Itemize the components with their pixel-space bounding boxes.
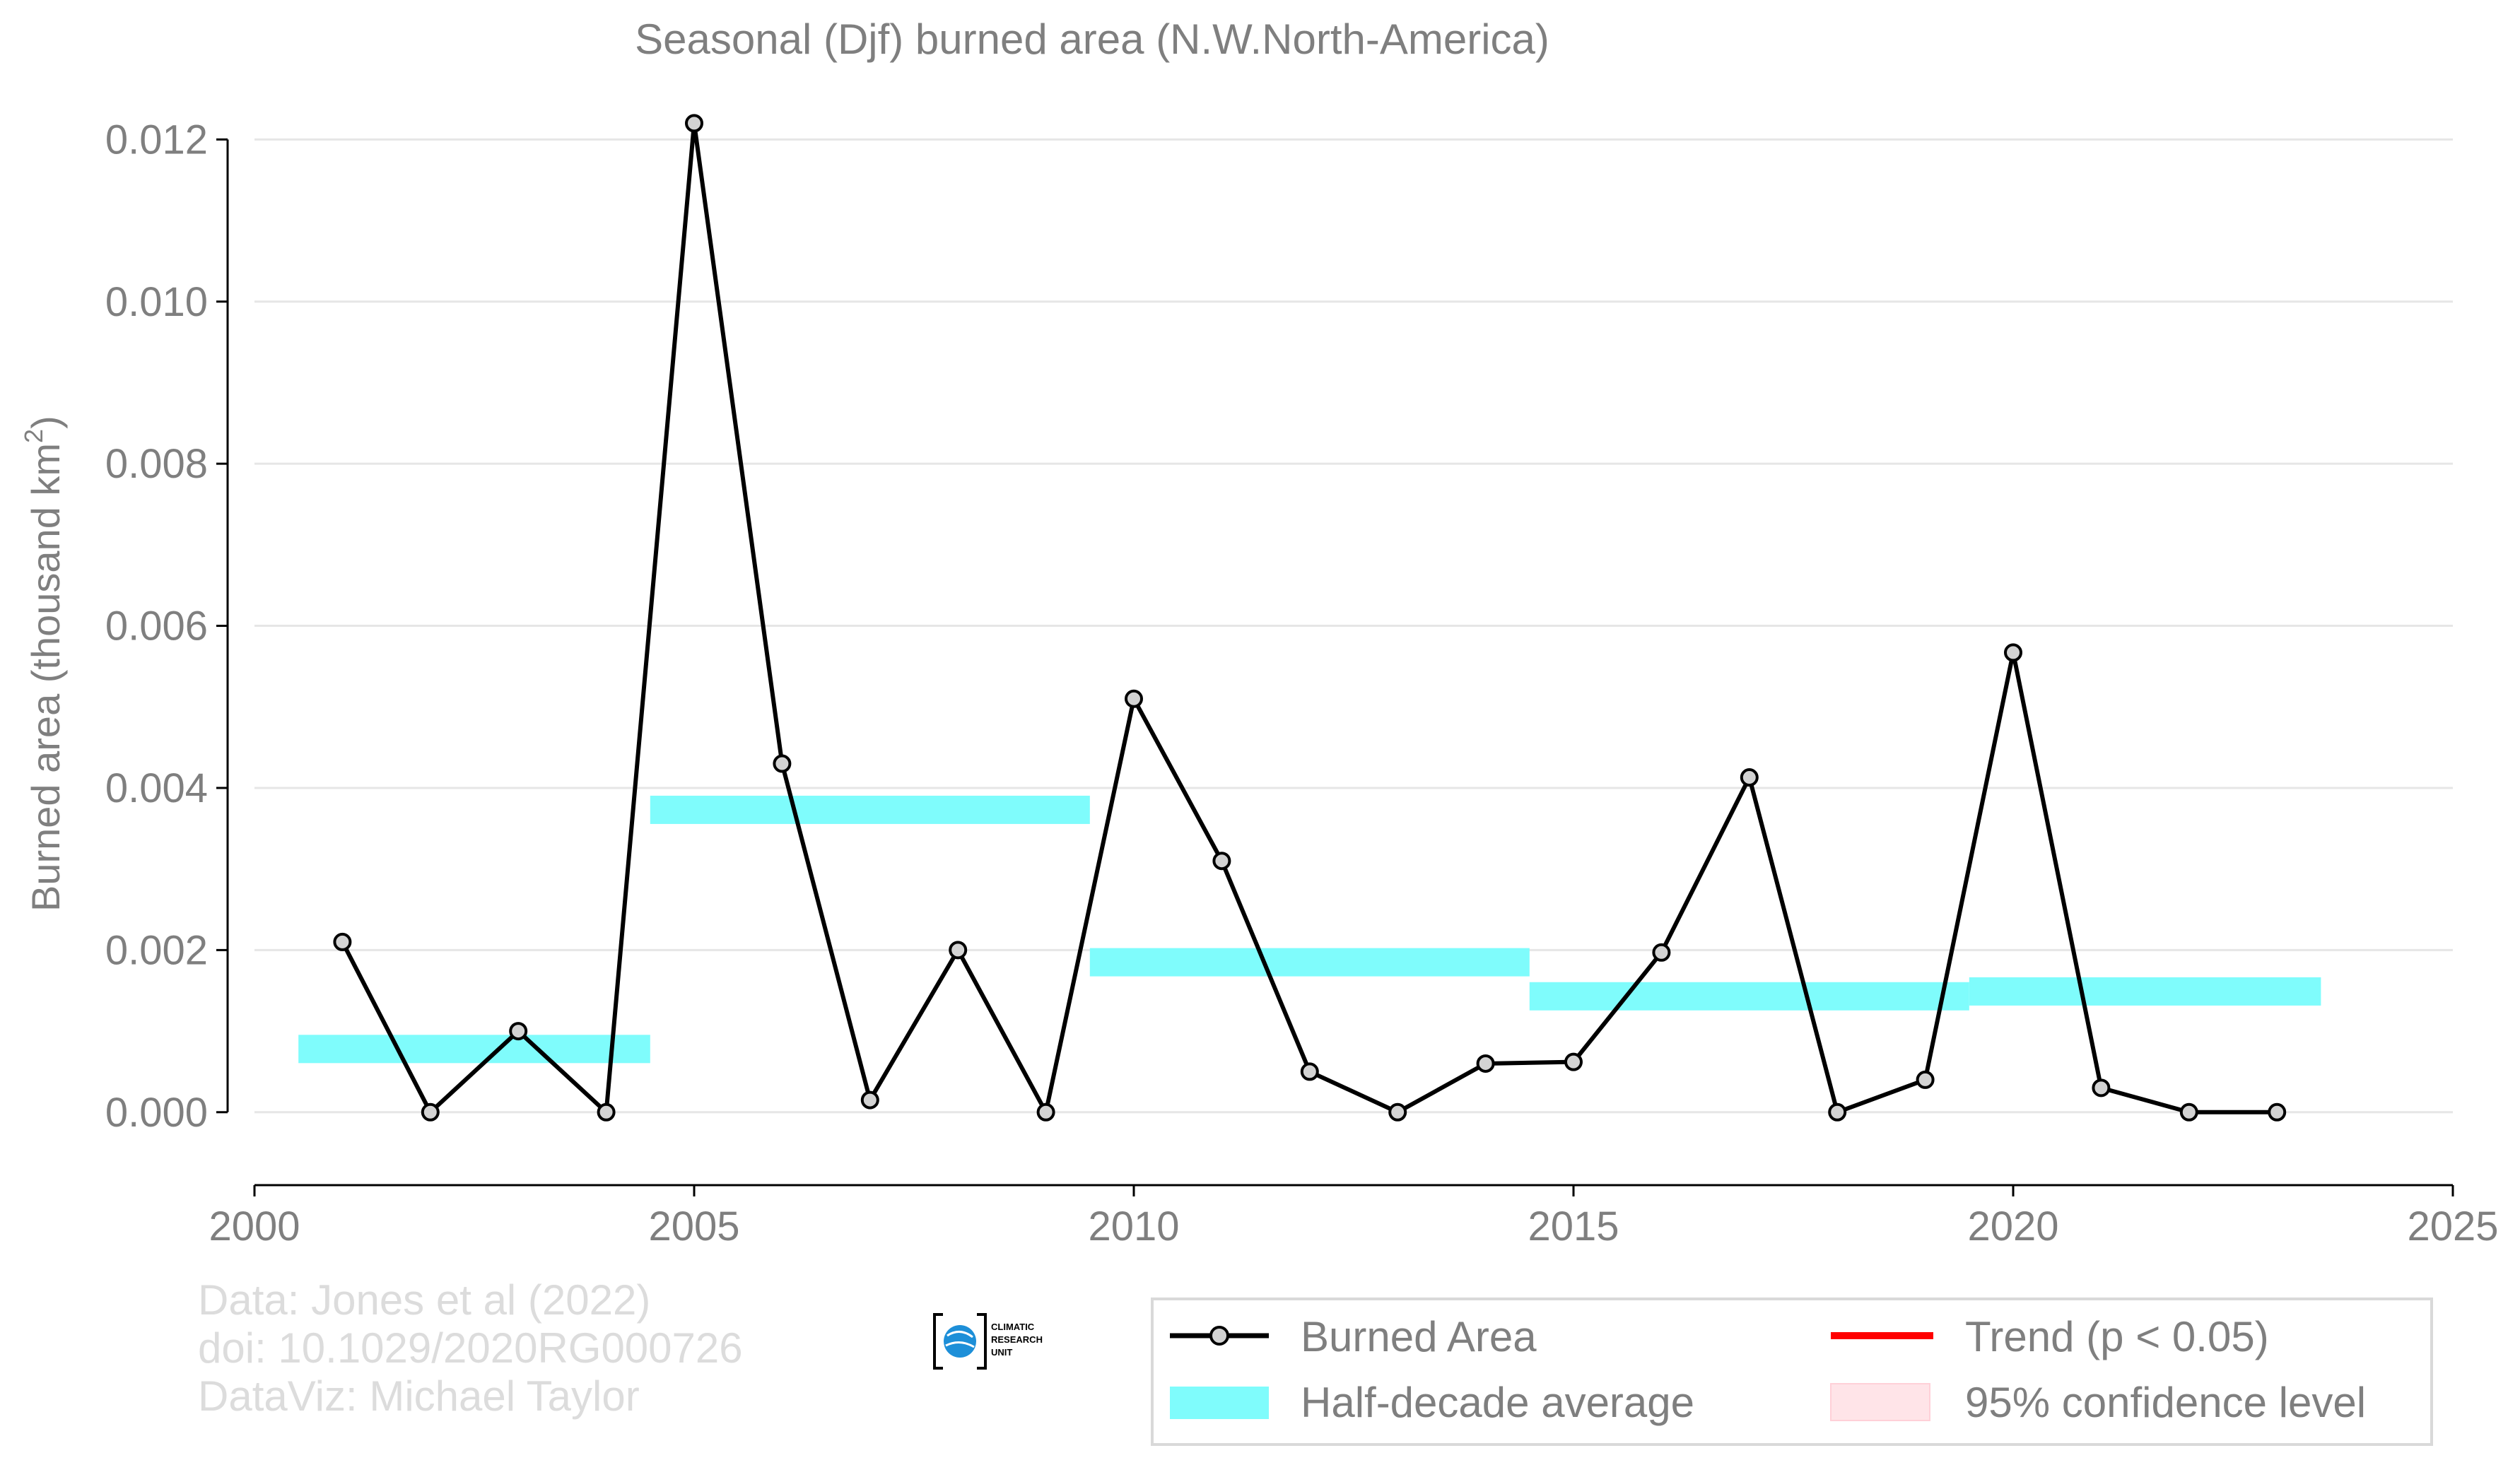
data-point-2011 [1212,852,1231,871]
y-tick-label-4: 0.008 [105,441,208,487]
credit-data: Data: Jones et al (2022) [198,1276,650,1324]
legend-swatch-burned-area-marker [1209,1326,1229,1346]
half-decade-band-4 [1969,977,2321,1006]
data-point-2008 [949,941,968,960]
legend-label-trend: Trend (p < 0.05) [1965,1313,2269,1360]
y-axis-label-superscript: 2 [19,429,48,443]
credit-dataviz: DataViz: Michael Taylor [198,1372,640,1420]
data-point-2013 [1388,1102,1407,1122]
data-point-2020 [2004,643,2022,662]
data-point-2017 [1740,768,1759,787]
x-tick-label-3: 2015 [1528,1204,1619,1249]
data-point-2004 [597,1102,616,1122]
data-point-2005 [685,114,703,133]
logo-text-line2: RESEARCH [991,1334,1043,1345]
data-point-2023 [2268,1102,2287,1122]
data-point-2007 [860,1090,879,1110]
legend-swatch-half-decade [1170,1387,1269,1419]
data-point-2014 [1476,1054,1495,1073]
x-tick-label-1: 2005 [648,1204,739,1249]
y-axis-label: Burned area (thousand km2) [19,416,68,912]
y-tick-label-2: 0.004 [105,765,208,811]
cru-logo: CLIMATIC RESEARCH UNIT [933,1313,1043,1370]
y-axis: 0.000 0.002 0.004 0.006 0.008 0.010 0.012 [105,117,229,1136]
half-decade-band-3 [1529,982,1969,1011]
x-tick-label-0: 2000 [209,1204,300,1249]
data-point-2018 [1828,1102,1847,1122]
legend-swatch-confidence [1830,1383,1930,1421]
y-tick-label-1: 0.002 [105,927,208,973]
chart-title: Seasonal (Djf) burned area (N.W.North-Am… [635,16,1549,63]
x-tick-label-4: 2020 [1967,1204,2058,1249]
data-point-2022 [2179,1102,2198,1122]
half-decade-band-1 [650,795,1090,824]
data-point-2003 [509,1022,528,1041]
legend: Burned Area Trend (p < 0.05) Half-decade… [1151,1298,2433,1446]
x-tick-label-5: 2025 [2407,1204,2498,1249]
data-point-2001 [333,932,352,951]
y-tick-label-0: 0.000 [105,1090,208,1136]
y-tick-label-3: 0.006 [105,604,208,649]
data-point-2002 [421,1102,440,1122]
logo-text-line3: UNIT [991,1347,1012,1358]
credit-doi: doi: 10.1029/2020RG000726 [198,1324,743,1372]
data-point-2012 [1300,1062,1319,1081]
half-decade-averages [298,795,2321,1064]
y-axis-label-close: ) [23,416,68,429]
y-tick-label-5: 0.010 [105,279,208,325]
logo-globe-swirl [945,1331,975,1348]
y-axis-label-text: Burned area (thousand km [23,443,68,912]
x-tick-label-2: 2010 [1088,1204,1179,1249]
logo-text-line1: CLIMATIC [991,1322,1035,1332]
legend-label-confidence: 95% confidence level [1965,1379,2366,1426]
logo-bracket-left [933,1313,943,1370]
data-point-2021 [2092,1078,2111,1098]
data-point-2010 [1125,689,1143,708]
series-burned-area [333,114,2287,1122]
data-point-2015 [1564,1052,1583,1071]
data-point-2016 [1652,943,1671,962]
logo-bracket-right [977,1313,987,1370]
data-point-2019 [1916,1070,1935,1089]
legend-label-half-decade: Half-decade average [1301,1379,1694,1426]
half-decade-band-0 [298,1035,650,1064]
half-decade-band-2 [1089,948,1530,977]
data-point-2009 [1036,1102,1055,1122]
x-axis: 2000 2005 2010 2015 2020 2025 [209,1184,2499,1249]
data-point-2006 [773,754,792,773]
y-tick-label-6: 0.012 [105,117,208,163]
legend-label-burned-area: Burned Area [1301,1313,1537,1360]
legend-box [1151,1298,2433,1446]
